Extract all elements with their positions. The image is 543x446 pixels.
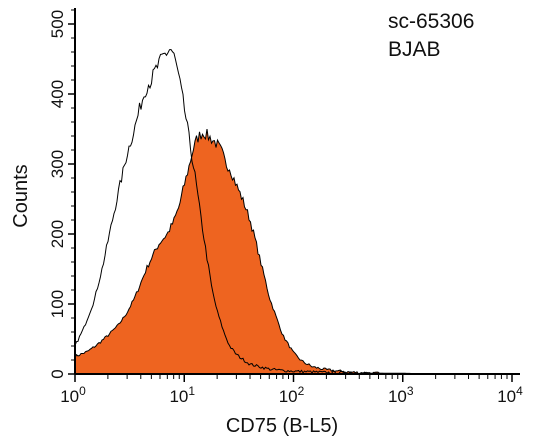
x-tick-label: 101: [169, 384, 195, 406]
x-tick-label: 104: [497, 384, 523, 406]
annotation-cell-line: BJAB: [388, 38, 441, 61]
y-tick-label: 200: [48, 220, 67, 248]
y-tick-label: 400: [48, 80, 67, 108]
y-axis-title: Counts: [10, 164, 32, 227]
y-tick-label: 300: [48, 150, 67, 178]
x-axis-title: CD75 (B-L5): [226, 415, 338, 437]
x-tick-label: 102: [279, 384, 305, 406]
x-tick-label: 103: [388, 384, 414, 406]
y-tick-label: 100: [48, 290, 67, 318]
x-tick-label: 100: [60, 384, 86, 406]
sample-histogram-area: [74, 129, 512, 375]
y-tick-label: 500: [48, 10, 67, 38]
y-tick-label: 0: [48, 369, 67, 378]
annotation-antibody: sc-65306: [388, 10, 474, 33]
